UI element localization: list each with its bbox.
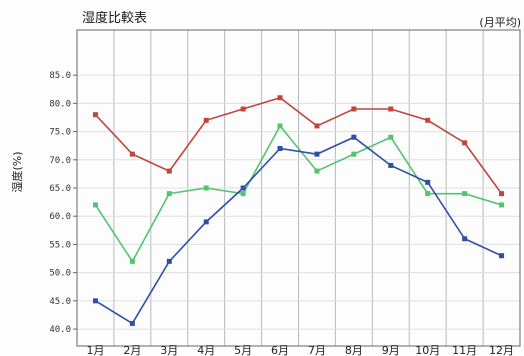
series-3-point (388, 162, 394, 168)
series-3-point (277, 146, 283, 151)
y-tick-label: 60.0 (49, 212, 71, 222)
series-2-point (166, 191, 172, 197)
x-tick-label: 12月 (489, 344, 514, 356)
series-2-point (314, 168, 320, 174)
x-tick-label: 4月 (197, 344, 215, 356)
series-2-point (203, 185, 209, 191)
y-tick-label: 40.0 (49, 325, 71, 335)
series-1-point (92, 112, 98, 118)
x-tick-label: 1月 (86, 344, 104, 356)
x-tick-label: 9月 (382, 344, 400, 356)
x-tick-label: 7月 (308, 344, 326, 356)
series-2-point (388, 134, 394, 140)
series-1-point (166, 168, 172, 174)
series-2-point (462, 191, 468, 197)
series-2-point (129, 258, 135, 264)
series-2-point (92, 202, 98, 208)
y-axis-ticks: 40.0 45.0 50.0 55.0 60.0 65.0 70.0 75.0 80.0 85.0 (49, 71, 77, 335)
series-2-point (240, 191, 246, 197)
series-1-point (240, 106, 246, 112)
y-tick-label: 45.0 (49, 297, 71, 307)
x-tick-label: 2月 (123, 344, 141, 356)
unit-note: (月平均) (479, 16, 521, 29)
series-1-point (129, 151, 135, 157)
series-3-point (314, 151, 320, 157)
series-2-point (277, 123, 283, 129)
y-tick-label: 75.0 (49, 128, 71, 138)
series-line-2 (94, 124, 502, 263)
x-tick-label: 6月 (271, 344, 289, 356)
y-tick-label: 65.0 (49, 184, 71, 194)
x-tick-label: 5月 (234, 344, 252, 356)
series-3-point (462, 236, 468, 242)
series-1-point (277, 95, 283, 101)
chart-title: 湿度比較表 (82, 10, 147, 26)
series-2-point (425, 191, 431, 197)
y-tick-label: 55.0 (49, 240, 71, 250)
series-1-point (499, 191, 505, 197)
series-1-point (462, 140, 468, 146)
y-axis-label: 湿度(%) (10, 151, 24, 192)
series-1-point (351, 106, 357, 112)
grid (77, 30, 520, 346)
series-3-point (203, 219, 209, 225)
x-tick-label: 3月 (160, 344, 178, 356)
x-tick-label: 11月 (452, 344, 477, 356)
series-1-point (314, 123, 320, 129)
y-tick-label: 70.0 (49, 156, 71, 166)
y-tick-label: 85.0 (49, 71, 71, 81)
y-tick-label: 50.0 (49, 269, 71, 279)
series-line-3 (95, 136, 502, 325)
series-3-point (166, 258, 172, 264)
series-3-point (351, 134, 357, 140)
series-1-point (425, 117, 431, 123)
x-tick-label: 8月 (345, 344, 363, 356)
series-2-point (351, 151, 357, 157)
x-tick-label: 10月 (415, 344, 440, 356)
series-line-1 (94, 96, 503, 195)
series-3-point (240, 185, 246, 191)
y-tick-label: 80.0 (49, 99, 71, 109)
series-3-point (499, 253, 505, 259)
series-1-point (203, 117, 209, 123)
series-3-point (92, 298, 98, 304)
series-3-point (129, 320, 135, 326)
x-axis-ticks: 1月 2月 3月 4月 5月 6月 7月 8月 9月 10月 11月 12月 (86, 344, 514, 356)
series-2-point (499, 202, 505, 208)
series-group (92, 95, 505, 326)
series-3-point (425, 179, 431, 185)
series-1-point (388, 106, 394, 112)
